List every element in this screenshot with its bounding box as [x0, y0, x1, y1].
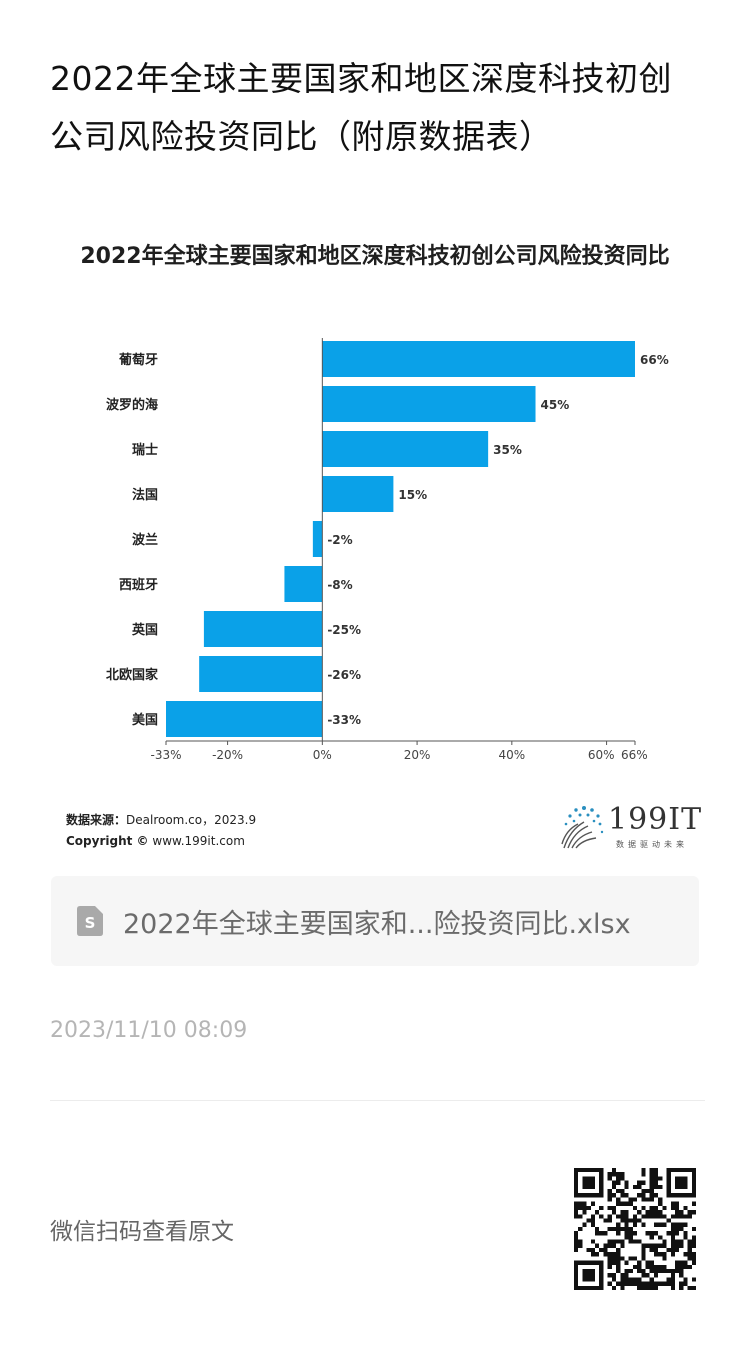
x-tick-label-1: -20%	[212, 748, 243, 762]
chart-title: 2022年全球主要国家和地区深度科技初创公司风险投资同比	[80, 244, 670, 269]
logo-subtitle: 数据驱动未来	[616, 840, 688, 849]
bar-2	[322, 431, 489, 467]
category-label-8: 美国	[132, 712, 158, 728]
attachment-filename: 2022年全球主要国家和...险投资同比.xlsx	[123, 908, 631, 940]
logo-text: 199IT	[608, 802, 703, 837]
value-label-6: -25%	[327, 623, 361, 637]
attachment-card[interactable]: S 2022年全球主要国家和...险投资同比.xlsx	[51, 876, 699, 966]
category-label-0: 葡萄牙	[118, 352, 158, 368]
bar-5	[284, 566, 323, 602]
bar-0	[322, 341, 635, 377]
copyright-value: www.199it.com	[152, 834, 245, 848]
x-tick-label-4: 40%	[498, 748, 525, 762]
x-tick-label-6: 66%	[621, 748, 648, 762]
source-label: 数据来源：	[66, 813, 127, 827]
value-label-0: 66%	[640, 353, 669, 367]
divider	[50, 1100, 705, 1101]
article-title-line-1: 2022年全球主要国家和地区深度科技初创	[50, 59, 672, 98]
logo-burst-icon	[561, 806, 604, 849]
value-label-8: -33%	[327, 713, 361, 727]
category-label-2: 瑞士	[132, 442, 158, 458]
value-label-5: -8%	[327, 578, 352, 592]
value-label-2: 35%	[493, 443, 522, 457]
bar-4	[312, 521, 323, 557]
value-label-7: -26%	[327, 668, 361, 682]
bar-7	[199, 656, 323, 692]
bar-6	[203, 611, 323, 647]
value-label-4: -2%	[327, 533, 352, 547]
qr-code-icon[interactable]	[574, 1168, 696, 1290]
x-tick-label-5: 60%	[588, 748, 615, 762]
svg-text:S: S	[85, 914, 96, 932]
publish-time: 2023/11/10 08:09	[50, 1018, 248, 1043]
category-label-6: 英国	[131, 622, 158, 638]
category-label-5: 西班牙	[119, 577, 158, 593]
data-source: 数据来源：Dealroom.co，2023.9 Copyright © www.…	[66, 810, 256, 852]
bar-1	[322, 386, 536, 422]
category-label-7: 北欧国家	[106, 667, 159, 683]
bar-chart: 葡萄牙 66% 波罗的海 45% 瑞士 35% 法国 15% 波兰 -2% 西班牙 -8% 英国 -25%…	[106, 338, 669, 762]
x-tick-label-3: 20%	[404, 748, 431, 762]
bar-8	[166, 701, 323, 737]
bar-3	[322, 476, 394, 512]
x-tick-label-2: 0%	[313, 748, 332, 762]
value-label-3: 15%	[398, 488, 427, 502]
source-value: Dealroom.co，2023.9	[126, 813, 257, 827]
x-tick-label-0: -33%	[150, 748, 181, 762]
article-title-line-2: 公司风险投资同比（附原数据表）	[50, 117, 553, 156]
article-title: 2022年全球主要国家和地区深度科技初创 公司风险投资同比（附原数据表）	[50, 50, 710, 166]
category-label-1: 波罗的海	[106, 397, 158, 413]
category-label-4: 波兰	[132, 532, 158, 548]
value-label-1: 45%	[541, 398, 570, 412]
qr-label: 微信扫码查看原文	[50, 1219, 234, 1245]
category-label-3: 法国	[132, 487, 158, 503]
copyright-label: Copyright ©	[66, 834, 149, 848]
spreadsheet-file-icon: S	[77, 906, 103, 936]
logo-199it: 199IT 数据驱动未来	[558, 800, 701, 852]
